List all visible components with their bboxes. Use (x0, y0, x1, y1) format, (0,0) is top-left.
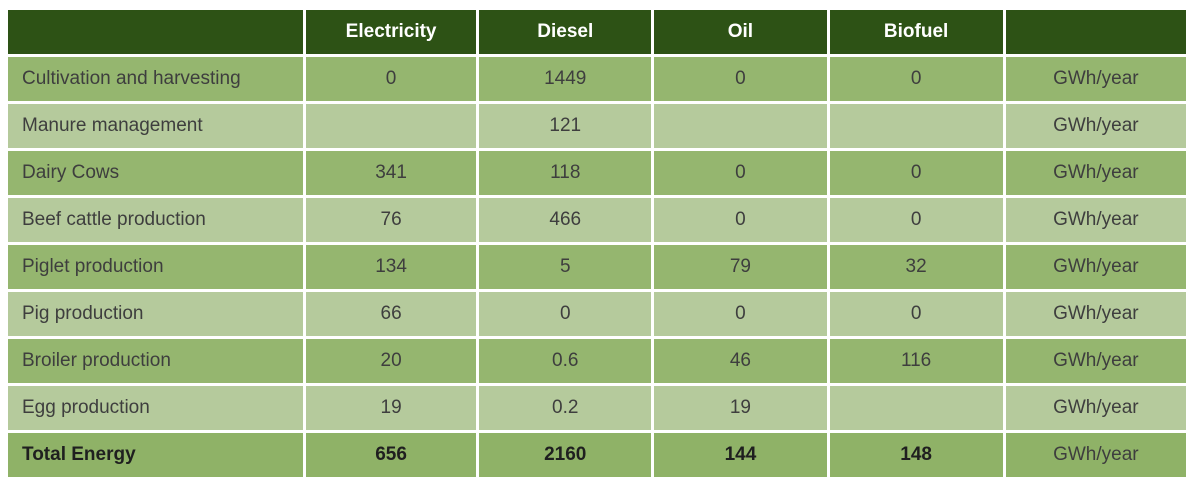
biofuel-value (829, 104, 1003, 148)
row-label: Cultivation and harvesting (8, 57, 304, 101)
total-diesel-value: 2160 (479, 433, 652, 477)
biofuel-value: 0 (829, 151, 1003, 195)
electricity-value: 0 (306, 57, 477, 101)
col-header-oil: Oil (654, 10, 827, 54)
unit-label: GWh/year (1005, 57, 1186, 101)
diesel-value: 0.2 (479, 386, 652, 430)
table-row: Dairy Cows 341 118 0 0 GWh/year (8, 151, 1186, 195)
total-oil-value: 144 (654, 433, 827, 477)
electricity-value (306, 104, 477, 148)
biofuel-value: 32 (829, 245, 1003, 289)
table-row: Broiler production 20 0.6 46 116 GWh/yea… (8, 339, 1186, 383)
total-electricity-value: 656 (306, 433, 477, 477)
diesel-value: 5 (479, 245, 652, 289)
diesel-value: 0.6 (479, 339, 652, 383)
electricity-value: 19 (306, 386, 477, 430)
oil-value: 0 (654, 198, 827, 242)
col-header-blank (8, 10, 304, 54)
header-row: Electricity Diesel Oil Biofuel (8, 10, 1186, 54)
table-row: Piglet production 134 5 79 32 GWh/year (8, 245, 1186, 289)
col-header-diesel: Diesel (479, 10, 652, 54)
col-header-biofuel: Biofuel (829, 10, 1003, 54)
diesel-value: 0 (479, 292, 652, 336)
electricity-value: 76 (306, 198, 477, 242)
col-header-unit-blank (1005, 10, 1186, 54)
table-row: Manure management 121 GWh/year (8, 104, 1186, 148)
row-label: Beef cattle production (8, 198, 304, 242)
unit-label: GWh/year (1005, 198, 1186, 242)
row-label: Dairy Cows (8, 151, 304, 195)
row-label: Pig production (8, 292, 304, 336)
electricity-value: 20 (306, 339, 477, 383)
total-row-label: Total Energy (8, 433, 304, 477)
energy-table: Electricity Diesel Oil Biofuel Cultivati… (5, 7, 1189, 480)
diesel-value: 121 (479, 104, 652, 148)
biofuel-value: 0 (829, 198, 1003, 242)
diesel-value: 1449 (479, 57, 652, 101)
unit-label: GWh/year (1005, 292, 1186, 336)
table-row: Beef cattle production 76 466 0 0 GWh/ye… (8, 198, 1186, 242)
oil-value: 19 (654, 386, 827, 430)
unit-label: GWh/year (1005, 433, 1186, 477)
unit-label: GWh/year (1005, 104, 1186, 148)
unit-label: GWh/year (1005, 245, 1186, 289)
biofuel-value: 0 (829, 292, 1003, 336)
table-row: Cultivation and harvesting 0 1449 0 0 GW… (8, 57, 1186, 101)
oil-value: 0 (654, 292, 827, 336)
biofuel-value (829, 386, 1003, 430)
electricity-value: 66 (306, 292, 477, 336)
electricity-value: 134 (306, 245, 477, 289)
biofuel-value: 0 (829, 57, 1003, 101)
oil-value: 46 (654, 339, 827, 383)
total-row: Total Energy 656 2160 144 148 GWh/year (8, 433, 1186, 477)
table-row: Egg production 19 0.2 19 GWh/year (8, 386, 1186, 430)
row-label: Manure management (8, 104, 304, 148)
oil-value: 0 (654, 151, 827, 195)
unit-label: GWh/year (1005, 386, 1186, 430)
unit-label: GWh/year (1005, 151, 1186, 195)
row-label: Egg production (8, 386, 304, 430)
total-biofuel-value: 148 (829, 433, 1003, 477)
row-label: Broiler production (8, 339, 304, 383)
oil-value (654, 104, 827, 148)
row-label: Piglet production (8, 245, 304, 289)
unit-label: GWh/year (1005, 339, 1186, 383)
col-header-electricity: Electricity (306, 10, 477, 54)
table-row: Pig production 66 0 0 0 GWh/year (8, 292, 1186, 336)
diesel-value: 466 (479, 198, 652, 242)
diesel-value: 118 (479, 151, 652, 195)
oil-value: 0 (654, 57, 827, 101)
electricity-value: 341 (306, 151, 477, 195)
biofuel-value: 116 (829, 339, 1003, 383)
oil-value: 79 (654, 245, 827, 289)
